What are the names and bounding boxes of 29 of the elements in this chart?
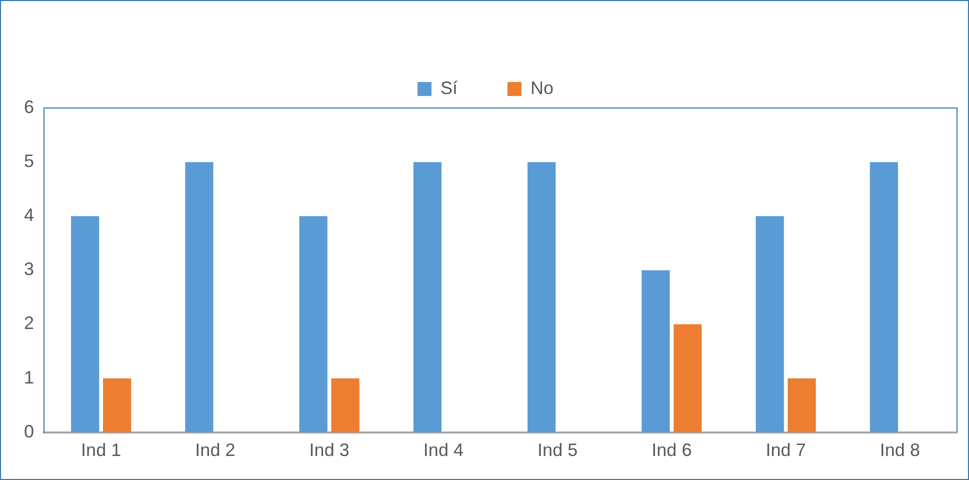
legend-label: Sí bbox=[440, 78, 458, 98]
bar bbox=[102, 378, 132, 432]
x-tick-label: Ind 1 bbox=[81, 440, 122, 460]
y-tick-label: 3 bbox=[24, 259, 34, 280]
bar bbox=[331, 378, 360, 432]
y-tick-label: 6 bbox=[24, 96, 34, 117]
x-tick-label: Ind 7 bbox=[766, 440, 806, 460]
x-tick-label: Ind 8 bbox=[880, 440, 920, 460]
y-tick-label: 2 bbox=[24, 313, 34, 334]
legend-label: No bbox=[530, 78, 554, 98]
y-tick-label: 4 bbox=[24, 205, 34, 226]
x-tick-label: Ind 3 bbox=[309, 440, 350, 460]
x-tick-label: Ind 6 bbox=[652, 440, 692, 460]
bar bbox=[642, 270, 670, 432]
x-tick-label: Ind 2 bbox=[195, 440, 236, 460]
bar bbox=[870, 162, 898, 432]
bar bbox=[413, 162, 442, 432]
bar bbox=[756, 216, 784, 432]
y-tick-label: 5 bbox=[24, 151, 34, 172]
bar bbox=[674, 324, 702, 432]
y-tick-label: 1 bbox=[24, 367, 34, 388]
x-tick-label: Ind 5 bbox=[538, 440, 578, 460]
bar bbox=[299, 216, 328, 432]
x-tick-label: Ind 4 bbox=[423, 440, 464, 460]
y-tick-label: 0 bbox=[24, 421, 34, 442]
bar bbox=[788, 378, 816, 432]
bar bbox=[71, 216, 100, 432]
bar bbox=[528, 162, 556, 432]
bar bbox=[185, 162, 214, 432]
